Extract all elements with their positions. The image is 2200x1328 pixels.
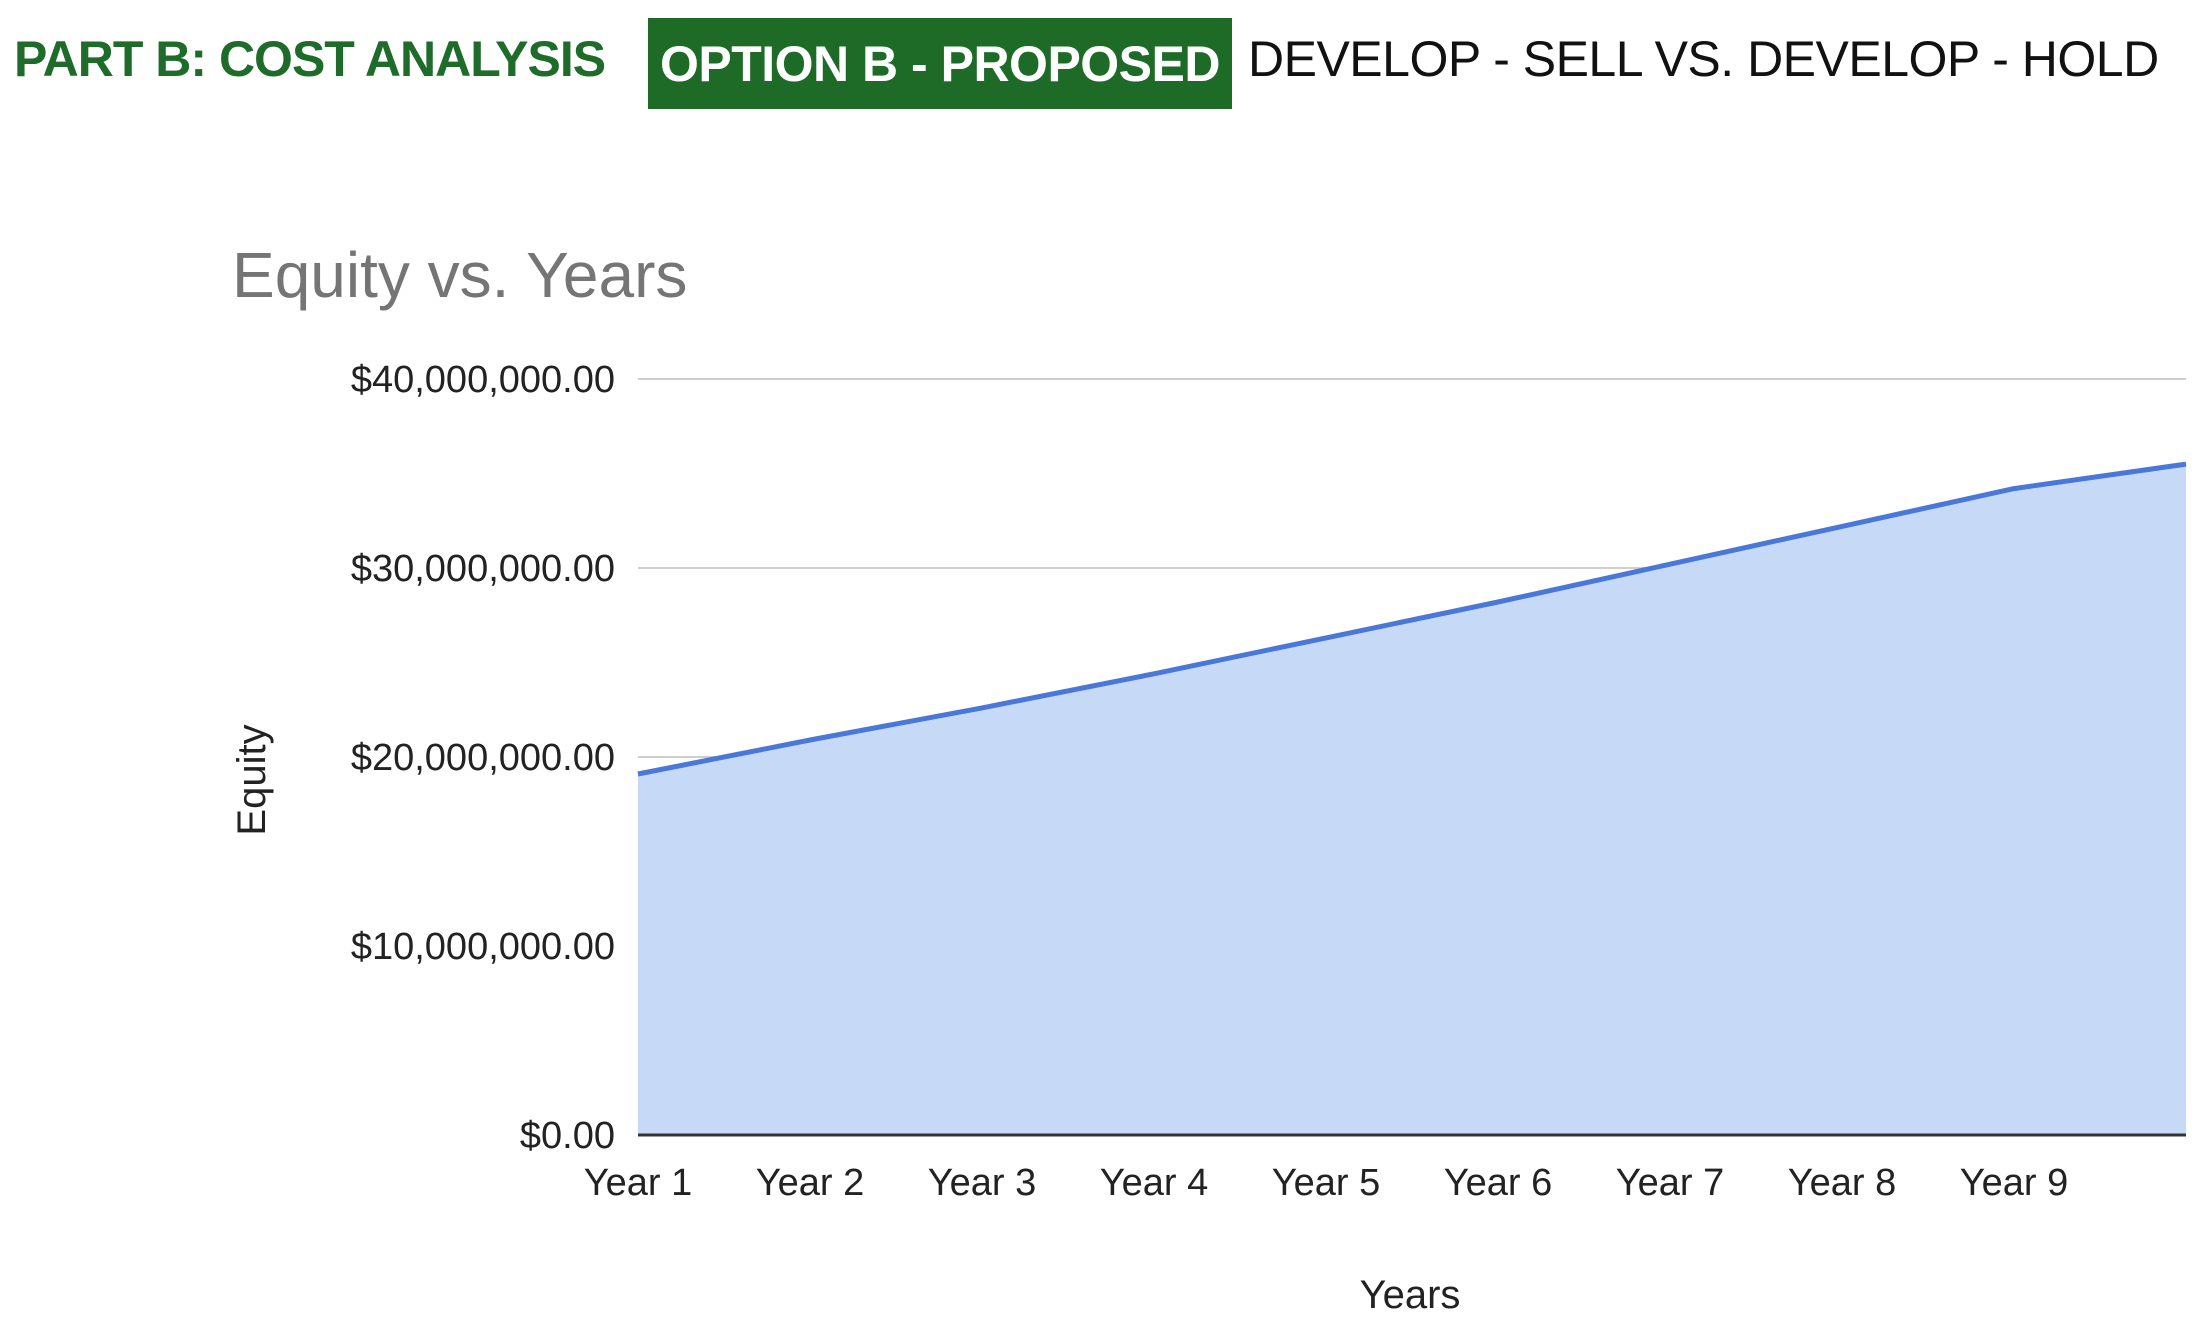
x-tick-label: Year 6 <box>1444 1162 1552 1204</box>
part-label: PART B: COST ANALYSIS <box>14 31 606 87</box>
y-tick-label: $30,000,000.00 <box>351 548 615 590</box>
y-tick-label: $0.00 <box>520 1115 615 1157</box>
option-badge: OPTION B - PROPOSED <box>648 18 1232 109</box>
x-tick-label: Year 7 <box>1616 1162 1724 1204</box>
option-subtitle: DEVELOP - SELL VS. DEVELOP - HOLD <box>1248 31 2159 87</box>
x-tick-label: Year 4 <box>1100 1162 1208 1204</box>
series-area <box>638 464 2186 1136</box>
x-tick-label: Year 2 <box>756 1162 864 1204</box>
x-tick-label: Year 9 <box>1960 1162 2068 1204</box>
y-tick-label: $10,000,000.00 <box>351 926 615 968</box>
y-axis-label: Equity <box>230 724 274 835</box>
chart-title: Equity vs. Years <box>232 239 687 311</box>
y-axis-ticks: $0.00 $10,000,000.00 $20,000,000.00 $30,000… <box>351 359 615 1157</box>
x-axis-label: Years <box>1360 1273 1461 1317</box>
series-line <box>637 461 2187 777</box>
x-tick-label: Year 1 <box>584 1162 692 1204</box>
y-tick-label: $40,000,000.00 <box>351 359 615 401</box>
area-layer <box>637 461 2187 1137</box>
header: PART B: COST ANALYSIS OPTION B - PROPOSE… <box>0 0 2200 120</box>
x-tick-label: Year 3 <box>928 1162 1036 1204</box>
x-axis-ticks: Year 1 Year 2 Year 3 Year 4 Year 5 Year 6 Year… <box>584 1162 2068 1204</box>
y-tick-label: $20,000,000.00 <box>351 737 615 779</box>
x-tick-label: Year 8 <box>1788 1162 1896 1204</box>
x-tick-label: Year 5 <box>1272 1162 1380 1204</box>
